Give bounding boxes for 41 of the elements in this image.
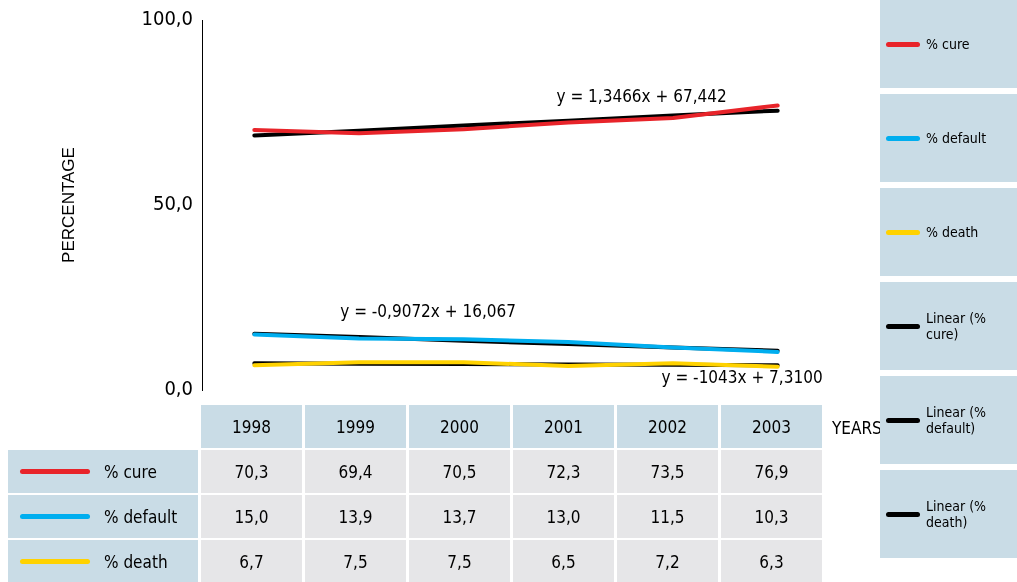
y-tick-label: 100,0	[141, 6, 193, 31]
y-tick-label: 50,0	[152, 191, 193, 216]
data-label: 69,4	[305, 450, 406, 493]
data-label: 76,9	[721, 450, 822, 493]
x-tick-label: 1999	[305, 405, 406, 448]
x-tick-label: 2001	[513, 405, 614, 448]
data-label: 13,7	[409, 495, 510, 538]
data-label: 73,5	[617, 450, 718, 493]
data-label: 70,5	[409, 450, 510, 493]
data-label: 7,2	[617, 540, 718, 582]
x-axis-title: YEARS	[832, 418, 882, 438]
data-label: 7,5	[409, 540, 510, 582]
data-label: 72,3	[513, 450, 614, 493]
legend-label: % death	[926, 224, 980, 240]
annotation: y = -1043x + 7,3100	[661, 367, 823, 388]
data-label: 6,3	[721, 540, 822, 582]
data-label: 13,0	[513, 495, 614, 538]
x-tick-label: 1998	[201, 405, 302, 448]
annotation: y = 1,3466x + 67,442	[556, 86, 727, 107]
data-label: 70,3	[201, 450, 302, 493]
data-label: 13,9	[305, 495, 406, 538]
text: % cure	[104, 461, 157, 482]
data-label: 11,5	[617, 495, 718, 538]
legend-label: Linear (% default)	[926, 404, 988, 436]
data-label: 7,5	[305, 540, 406, 582]
text: % death	[104, 551, 168, 572]
legend-label: % default	[104, 506, 178, 527]
x-tick-label: 2002	[617, 405, 718, 448]
x-tick-label: 2000	[409, 405, 510, 448]
data-label: 6,5	[513, 540, 614, 582]
legend-label: % cure	[926, 36, 971, 52]
data-label: 10,3	[721, 495, 822, 538]
y-axis-title: PERCENTAGE	[58, 147, 78, 263]
legend-label: Linear (% death)	[926, 498, 988, 530]
y-tick-label: 0,0	[164, 376, 193, 401]
x-tick-label: 2003	[721, 405, 822, 448]
data-label: 6,7	[201, 540, 302, 582]
data-label: 15,0	[201, 495, 302, 538]
legend-label: Linear (% cure)	[926, 310, 988, 342]
annotation: y = -0,9072x + 16,067	[340, 300, 516, 321]
text: % default	[926, 130, 987, 146]
